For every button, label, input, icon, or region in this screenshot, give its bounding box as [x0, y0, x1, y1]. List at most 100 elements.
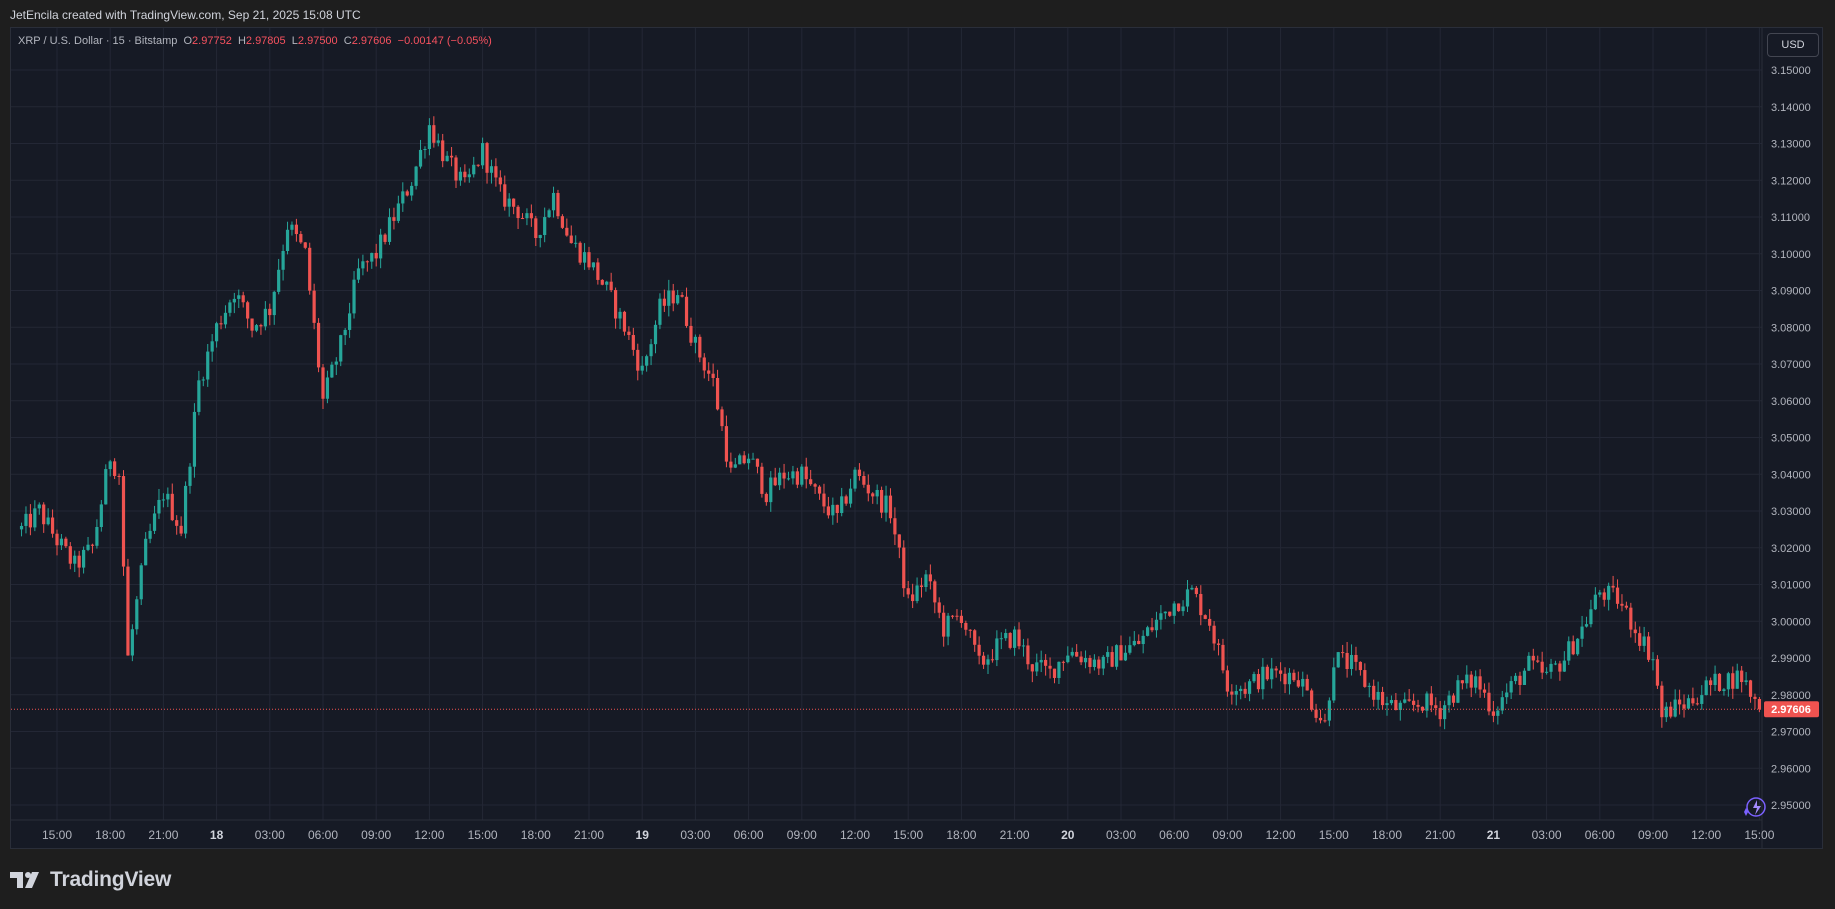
candle [472, 156, 476, 178]
candle [857, 463, 862, 481]
candle [1234, 684, 1238, 706]
candle [1474, 670, 1478, 694]
candles [19, 116, 1761, 730]
candle [1318, 709, 1323, 724]
y-tick-label: 3.00000 [1771, 616, 1811, 628]
open-label: O [183, 35, 193, 47]
candle [250, 318, 254, 338]
candle [1261, 658, 1265, 700]
close-value: 2.97606 [351, 35, 392, 47]
y-tick-label: 3.15000 [1771, 65, 1811, 77]
candle [747, 453, 751, 470]
candle [77, 550, 81, 578]
candle [1682, 694, 1686, 718]
x-tick-label: 12:00 [414, 828, 444, 842]
candle [161, 493, 165, 508]
candle [1629, 602, 1633, 638]
candle [139, 563, 143, 605]
x-tick-label: 19 [636, 828, 650, 842]
y-tick-label: 3.03000 [1771, 506, 1811, 518]
candle [1097, 656, 1101, 676]
candle [343, 328, 347, 346]
candle [1678, 689, 1682, 715]
candle [1380, 686, 1385, 710]
candle [534, 215, 538, 247]
candle [485, 141, 489, 184]
candle [707, 362, 711, 382]
y-tick-label: 3.01000 [1771, 580, 1811, 592]
candle [1044, 654, 1048, 676]
candle [574, 235, 578, 248]
candle [1132, 631, 1136, 647]
candle [1137, 634, 1141, 645]
candle [1372, 679, 1376, 707]
candle [99, 499, 103, 532]
candle [1119, 635, 1123, 661]
candle [1030, 663, 1034, 683]
candle [170, 483, 174, 522]
candle [192, 403, 197, 478]
candle [946, 612, 950, 646]
candle [1252, 671, 1256, 684]
candle [569, 225, 573, 244]
candle [622, 310, 627, 336]
candle [1221, 638, 1225, 674]
x-tick-label: 20 [1061, 828, 1075, 842]
candle [370, 252, 374, 269]
x-tick-label: 12:00 [1691, 828, 1721, 842]
sparkle-icon[interactable] [1744, 797, 1766, 817]
close-label: C [343, 35, 352, 47]
candle [1744, 672, 1748, 686]
candle [1243, 682, 1247, 699]
candle [582, 243, 587, 270]
candle [1336, 651, 1340, 668]
candle [418, 139, 423, 169]
candle [609, 272, 613, 293]
candle [1655, 655, 1660, 690]
attribution-text: JetEncila created with TradingView.com, … [10, 8, 361, 22]
currency-button[interactable]: USD [1767, 33, 1819, 57]
candle [667, 279, 671, 317]
candle [538, 234, 542, 248]
candle [1434, 697, 1438, 716]
price-axis: 3.15000 3.14000 3.13000 3.12000 3.11000 3.100… [1761, 28, 1811, 848]
candle [897, 534, 901, 559]
candle [1128, 636, 1132, 655]
candle [512, 198, 516, 215]
candle [458, 167, 463, 186]
symbol-name: XRP / U.S. Dollar · 15 · Bitstamp [18, 35, 178, 47]
candle [733, 457, 737, 469]
candle [24, 506, 28, 534]
candle [498, 170, 502, 192]
candle [1522, 668, 1527, 686]
candle [1159, 605, 1163, 630]
candle [751, 452, 755, 460]
candle [1301, 671, 1305, 697]
candle [1593, 587, 1597, 611]
candle [529, 204, 533, 227]
y-tick-label: 3.14000 [1771, 102, 1811, 114]
symbol-legend: XRP / U.S. Dollar · 15 · Bitstamp O2.977… [18, 35, 492, 47]
candle [361, 254, 365, 276]
candle [321, 363, 325, 410]
candle [352, 271, 356, 319]
x-tick-label: 18:00 [946, 828, 976, 842]
x-tick-label: 18 [210, 828, 224, 842]
candle [1083, 650, 1088, 669]
candle [1558, 660, 1562, 681]
candle [658, 293, 662, 330]
candle [1496, 706, 1500, 725]
candle [55, 529, 59, 556]
brand-logo: TradingView [10, 868, 171, 892]
candle [1247, 679, 1252, 702]
candle [1327, 697, 1331, 727]
candle [605, 280, 609, 291]
candle [578, 241, 582, 265]
candle [937, 597, 941, 619]
candle [1345, 642, 1349, 678]
candle [1208, 609, 1212, 631]
candle [454, 155, 458, 188]
candle [1146, 625, 1150, 637]
candle [1531, 648, 1535, 670]
